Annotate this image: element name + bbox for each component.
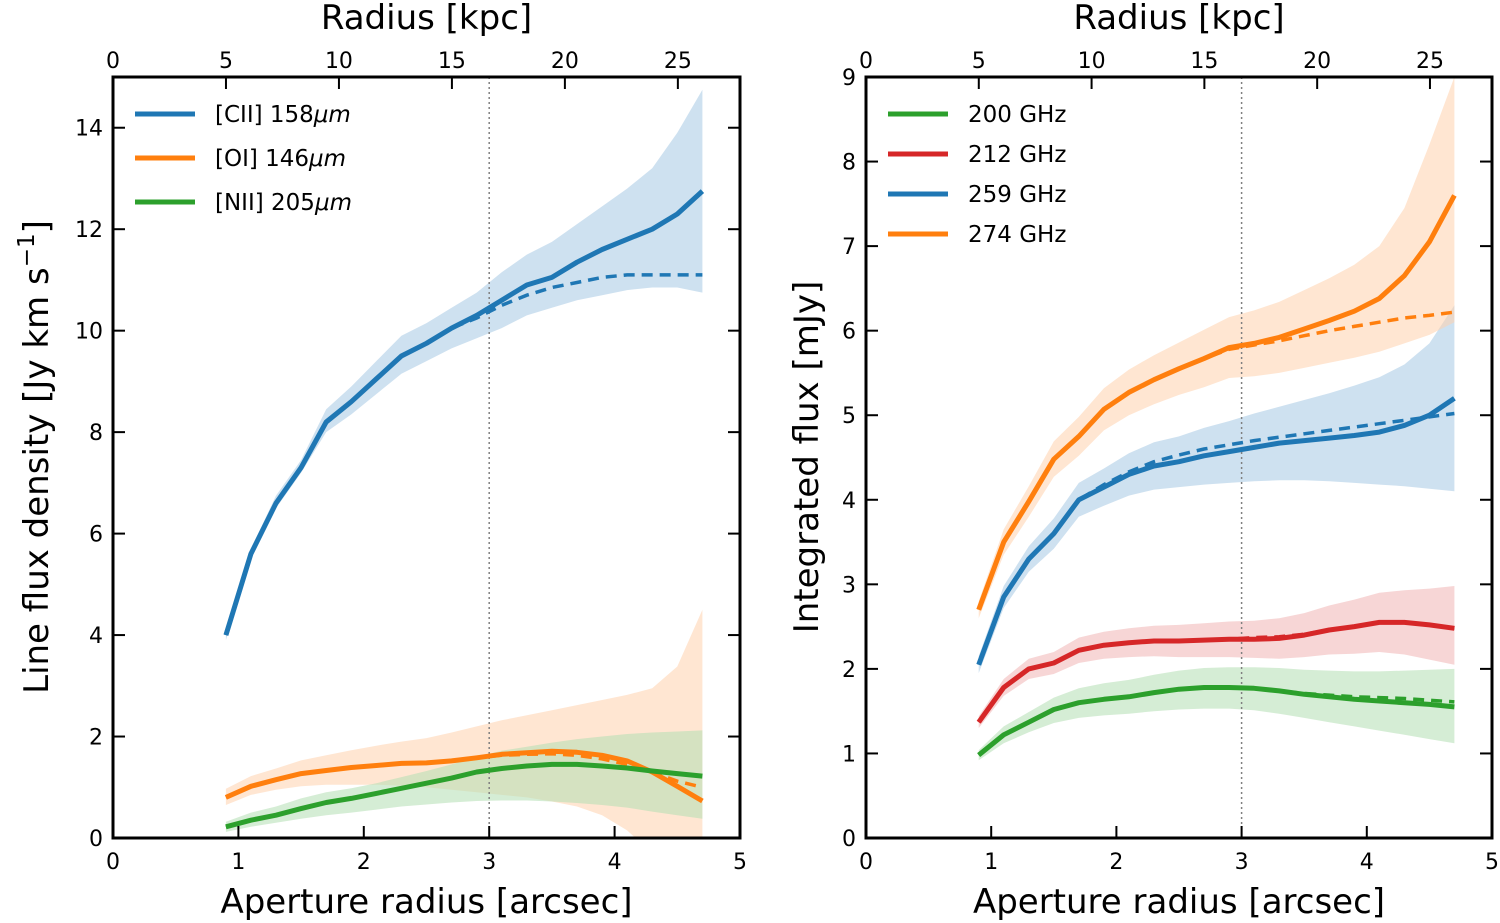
x-tick-label: 1 (231, 850, 245, 875)
y-axis-title: Integrated flux [mJy] (787, 281, 827, 634)
x-tick-label: 4 (608, 850, 622, 875)
legend-unit-1: μm (308, 146, 346, 172)
y-tick-label: 2 (89, 726, 103, 751)
y-axis-title-exponent: −1 (14, 233, 40, 267)
y-tick-label: 7 (842, 235, 856, 260)
top-tick-label: 20 (1303, 49, 1331, 74)
line-series-3 (976, 194, 1457, 611)
line-series-0 (223, 189, 705, 636)
legend-unit-0: μm (313, 102, 351, 128)
y-tick-label: 9 (842, 66, 856, 91)
x-tick-label: 3 (1235, 850, 1249, 875)
y-tick-label: 12 (75, 218, 103, 243)
legend: [CII] 158μm [OI] 146μm [NII] 205μm (135, 102, 352, 216)
top-axis-title: Radius [kpc] (1073, 0, 1284, 38)
y-tick-label: 0 (89, 827, 103, 852)
y-axis-title-main: Line flux density [Jy km s (17, 267, 57, 694)
legend-label-2: 259 GHz (968, 182, 1066, 208)
y-tick-label: 5 (842, 404, 856, 429)
x-tick-label: 4 (1360, 850, 1374, 875)
x-tick-label: 0 (859, 850, 873, 875)
x-tick-label: 2 (1109, 850, 1123, 875)
line-series-1 (976, 619, 1455, 724)
legend-label-3: 274 GHz (968, 222, 1066, 248)
dashed-line-series-2 (977, 411, 1455, 666)
y-tick-label: 3 (842, 573, 856, 598)
line-series-2 (225, 761, 703, 830)
plot-frame (864, 75, 1494, 840)
y-axis-title-close: ] (17, 220, 57, 233)
series-lines (223, 189, 705, 830)
line-series-1 (224, 748, 704, 804)
y-tick-label: 8 (842, 151, 856, 176)
legend-label-1: [OI] 146μm (215, 146, 346, 172)
band-series-0 (978, 667, 1455, 761)
x-tick-label: 1 (984, 850, 998, 875)
x-tick-label: 5 (733, 850, 747, 875)
top-tick-label: 5 (972, 49, 986, 74)
line-series-0 (977, 685, 1455, 758)
legend-label-2: [NII] 205μm (215, 190, 352, 216)
x-tick-label: 2 (357, 850, 371, 875)
y-axis-title: Line flux density [Jy km s−1] (14, 220, 57, 694)
y-tick-label: 4 (842, 489, 856, 514)
top-tick-label: 15 (1190, 49, 1218, 74)
band-series-3 (978, 77, 1455, 619)
band-series-0 (225, 89, 703, 641)
y-tick-label: 10 (75, 320, 103, 345)
x-axis-title: Aperture radius [arcsec] (973, 882, 1385, 922)
plot-frame (111, 75, 742, 840)
top-tick-label: 0 (859, 49, 873, 74)
series-lines (976, 194, 1457, 758)
y-tick-label: 1 (842, 742, 856, 767)
y-tick-label: 6 (842, 320, 856, 345)
y-tick-label: 4 (89, 624, 103, 649)
top-axis-title: Radius [kpc] (321, 0, 532, 38)
y-tick-label: 14 (75, 117, 103, 142)
x-axis-title: Aperture radius [arcsec] (220, 882, 632, 922)
x-tick-label: 0 (106, 850, 120, 875)
top-tick-label: 25 (664, 49, 692, 74)
top-tick-label: 10 (325, 49, 353, 74)
uncertainty-bands (978, 77, 1455, 761)
x-tick-label: 3 (482, 850, 496, 875)
legend-label-0: 200 GHz (968, 102, 1066, 128)
legend-label-1: 212 GHz (968, 142, 1066, 168)
y-tick-label: 8 (89, 421, 103, 446)
x-tick-label: 5 (1485, 850, 1499, 875)
top-tick-label: 25 (1416, 49, 1444, 74)
y-tick-label: 2 (842, 658, 856, 683)
y-tick-label: 0 (842, 827, 856, 852)
top-tick-label: 0 (106, 49, 120, 74)
band-series-1 (978, 586, 1455, 729)
legend-label-0: [CII] 158μm (215, 102, 351, 128)
legend-unit-2: μm (314, 190, 352, 216)
legend: 200 GHz 212 GHz 259 GHz 274 GHz (888, 102, 1066, 248)
top-tick-label: 10 (1078, 49, 1106, 74)
line-series-2 (976, 396, 1456, 666)
top-tick-label: 20 (551, 49, 579, 74)
top-tick-label: 15 (438, 49, 466, 74)
band-series-2 (978, 305, 1455, 674)
y-tick-label: 6 (89, 523, 103, 548)
top-tick-label: 5 (219, 49, 233, 74)
